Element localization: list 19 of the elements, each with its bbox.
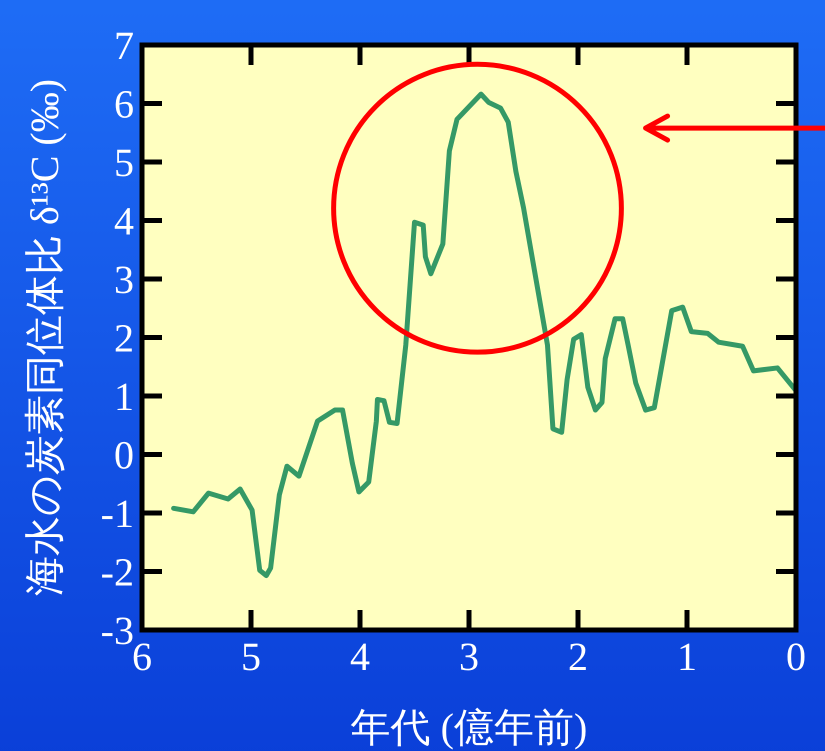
y-tick-label: 2 — [114, 316, 134, 360]
x-axis-title: 年代 (億年前) — [350, 705, 588, 750]
y-tick-label: -3 — [100, 608, 134, 653]
x-tick-label: 3 — [459, 634, 479, 679]
y-tick-label: 6 — [114, 82, 134, 126]
y-tick-label: 4 — [114, 198, 134, 244]
y-tick-label: 5 — [114, 140, 134, 185]
x-tick-label: 1 — [677, 634, 697, 679]
x-tick-label: 4 — [350, 634, 370, 679]
y-tick-label: 3 — [114, 257, 134, 302]
y-tick-label: 0 — [114, 432, 134, 478]
x-tick-label: 2 — [568, 634, 588, 679]
x-tick-label: 0 — [786, 634, 806, 679]
y-tick-label: 7 — [114, 23, 134, 68]
y-axis-title: 海水の炭素同位体比 δ¹³C (‰) — [22, 78, 67, 596]
x-tick-label: 5 — [241, 634, 261, 679]
y-tick-label: 1 — [114, 374, 134, 419]
y-tick-label: -1 — [100, 491, 134, 536]
y-tick-label: -2 — [100, 550, 134, 594]
